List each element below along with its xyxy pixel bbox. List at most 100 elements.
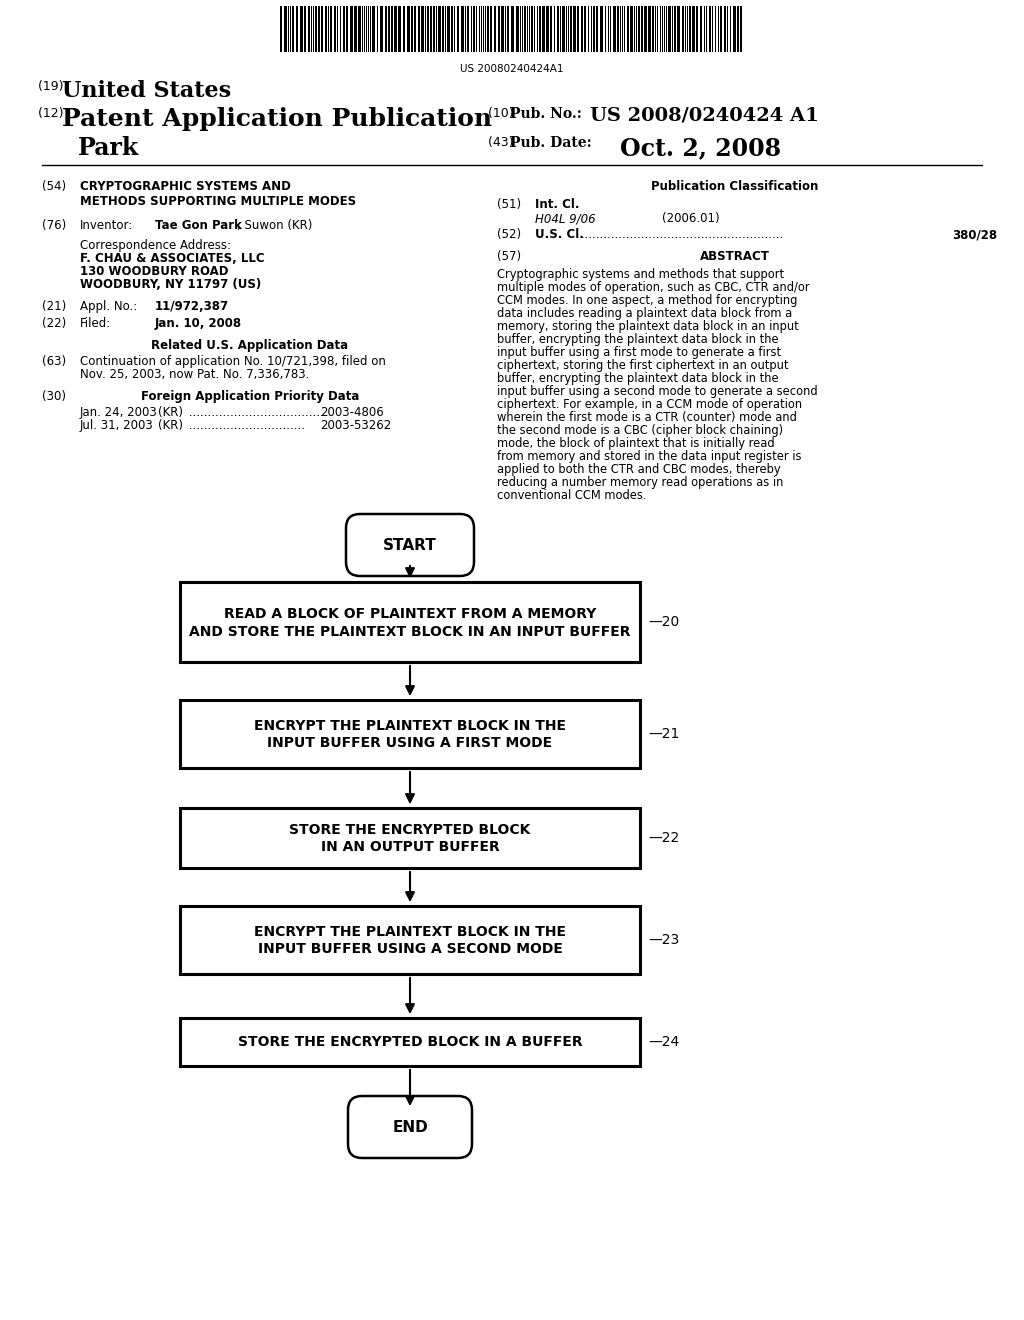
Bar (180, 808, 640, 869)
Bar (581, 7, 583, 51)
Text: START: START (383, 537, 437, 553)
Text: (54): (54) (42, 180, 67, 193)
Bar (733, 7, 736, 51)
Bar (584, 7, 586, 51)
Text: U.S. Cl.: U.S. Cl. (535, 228, 584, 242)
Text: ...............................: ............................... (185, 418, 305, 432)
Bar (180, 1018, 640, 1067)
Text: multiple modes of operation, such as CBC, CTR and/or: multiple modes of operation, such as CBC… (497, 281, 810, 294)
Bar (546, 7, 549, 51)
Bar (516, 7, 519, 51)
Bar (403, 7, 406, 51)
Text: Appl. No.:: Appl. No.: (80, 300, 137, 313)
Text: (22): (22) (42, 317, 67, 330)
Text: CRYPTOGRAPHIC SYSTEMS AND: CRYPTOGRAPHIC SYSTEMS AND (80, 180, 291, 193)
Bar (284, 7, 287, 51)
Text: (12): (12) (38, 107, 68, 120)
Text: from memory and stored in the data input register is: from memory and stored in the data input… (497, 450, 802, 463)
Text: —22: —22 (648, 832, 679, 845)
Bar (447, 7, 450, 51)
Text: —23: —23 (648, 933, 679, 946)
Bar (494, 7, 496, 51)
Bar (613, 7, 616, 51)
Text: (76): (76) (42, 219, 67, 232)
Text: ABSTRACT: ABSTRACT (700, 249, 770, 263)
Bar (498, 7, 500, 51)
Bar (490, 7, 492, 51)
Bar (343, 7, 345, 51)
Bar (411, 7, 413, 51)
Text: Inventor:: Inventor: (80, 219, 133, 232)
Bar (346, 7, 348, 51)
Text: (KR): (KR) (158, 418, 183, 432)
Bar (630, 7, 633, 51)
Bar (308, 7, 310, 51)
Text: Tae Gon Park: Tae Gon Park (155, 219, 242, 232)
Bar (652, 7, 654, 51)
Text: buffer, encrypting the plaintext data block in the: buffer, encrypting the plaintext data bl… (497, 372, 778, 385)
Bar (180, 906, 640, 974)
Bar (682, 7, 684, 51)
Bar (668, 7, 671, 51)
Bar (641, 7, 643, 51)
Text: applied to both the CTR and CBC modes, thereby: applied to both the CTR and CBC modes, t… (497, 463, 780, 477)
Text: (63): (63) (42, 355, 67, 368)
Bar (600, 7, 603, 51)
Text: Jan. 24, 2003: Jan. 24, 2003 (80, 407, 158, 418)
Bar (350, 7, 353, 51)
Bar (596, 7, 598, 51)
Text: buffer, encrypting the plaintext data block in the: buffer, encrypting the plaintext data bl… (497, 333, 778, 346)
FancyBboxPatch shape (348, 1096, 472, 1158)
Text: —20: —20 (648, 615, 679, 630)
Bar (570, 7, 572, 51)
Text: Continuation of application No. 10/721,398, filed on: Continuation of application No. 10/721,3… (80, 355, 386, 368)
Bar (461, 7, 464, 51)
Text: F. CHAU & ASSOCIATES, LLC: F. CHAU & ASSOCIATES, LLC (80, 252, 264, 265)
Bar (524, 7, 526, 51)
Bar (457, 7, 459, 51)
Text: 2003-53262: 2003-53262 (319, 418, 391, 432)
Bar (358, 7, 361, 51)
Bar (696, 7, 698, 51)
Text: (43): (43) (488, 136, 517, 149)
Text: 380/28: 380/28 (952, 228, 997, 242)
Bar (318, 7, 319, 51)
Bar (573, 7, 575, 51)
Bar (531, 7, 534, 51)
Text: INPUT BUFFER USING A FIRST MODE: INPUT BUFFER USING A FIRST MODE (267, 737, 553, 750)
Text: US 20080240424A1: US 20080240424A1 (460, 63, 564, 74)
Bar (430, 7, 432, 51)
Text: Nov. 25, 2003, now Pat. No. 7,336,783.: Nov. 25, 2003, now Pat. No. 7,336,783. (80, 368, 309, 381)
Bar (292, 7, 294, 51)
Bar (507, 7, 509, 51)
Bar (354, 7, 357, 51)
Text: —21: —21 (648, 727, 679, 741)
Text: METHODS SUPPORTING MULTIPLE MODES: METHODS SUPPORTING MULTIPLE MODES (80, 195, 356, 209)
Bar (557, 7, 559, 51)
Text: READ A BLOCK OF PLAINTEXT FROM A MEMORY: READ A BLOCK OF PLAINTEXT FROM A MEMORY (224, 607, 596, 620)
Bar (737, 7, 739, 51)
Text: IN AN OUTPUT BUFFER: IN AN OUTPUT BUFFER (321, 840, 500, 854)
Text: ciphertext, storing the first ciphertext in an output: ciphertext, storing the first ciphertext… (497, 359, 788, 372)
Bar (280, 7, 282, 51)
Bar (740, 7, 742, 51)
Text: data includes reading a plaintext data block from a: data includes reading a plaintext data b… (497, 308, 793, 319)
Text: CCM modes. In one aspect, a method for encrypting: CCM modes. In one aspect, a method for e… (497, 294, 798, 308)
Bar (644, 7, 647, 51)
Text: END: END (392, 1119, 428, 1134)
Text: 130 WOODBURY ROAD: 130 WOODBURY ROAD (80, 265, 228, 279)
Bar (442, 7, 444, 51)
Text: (19): (19) (38, 81, 68, 92)
Text: H04L 9/06: H04L 9/06 (535, 213, 596, 224)
Bar (330, 7, 332, 51)
Text: 2003-4806: 2003-4806 (319, 407, 384, 418)
Text: Related U.S. Application Data: Related U.S. Application Data (152, 339, 348, 352)
Bar (562, 7, 565, 51)
Bar (692, 7, 695, 51)
Text: (52): (52) (497, 228, 521, 242)
Text: WOODBURY, NY 11797 (US): WOODBURY, NY 11797 (US) (80, 279, 261, 290)
Text: input buffer using a second mode to generate a second: input buffer using a second mode to gene… (497, 385, 817, 399)
Text: Pub. Date:: Pub. Date: (510, 136, 592, 150)
Bar (438, 7, 441, 51)
Text: (10): (10) (488, 107, 517, 120)
